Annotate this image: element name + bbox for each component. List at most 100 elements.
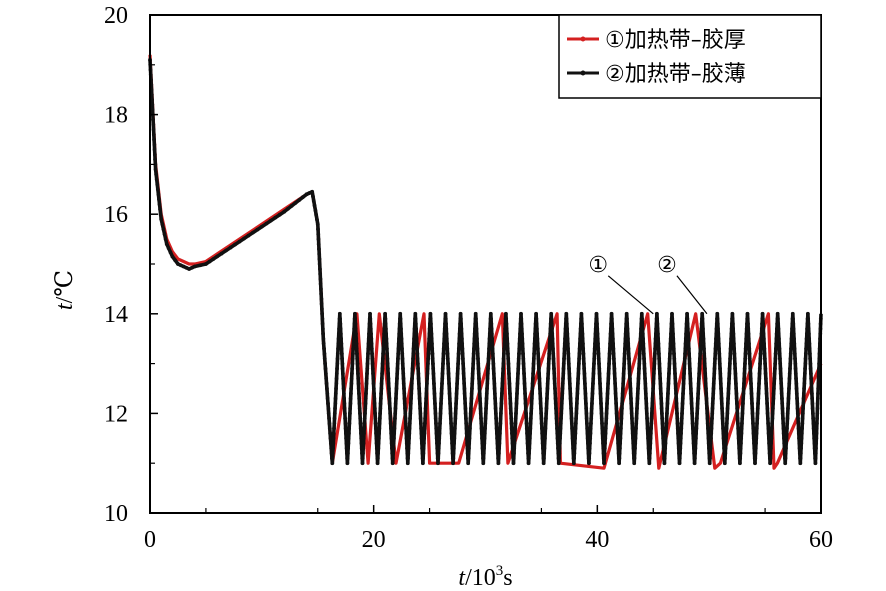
series-2-point: [742, 371, 747, 376]
series-2-point: [664, 431, 668, 436]
series-2-point: [573, 426, 578, 431]
series-2-point: [432, 386, 437, 391]
series-2-point: [463, 406, 468, 411]
series-2-point: [816, 386, 821, 391]
series-2-point: [166, 246, 171, 251]
series-2-point: [588, 441, 592, 446]
series-2-point: [561, 361, 566, 366]
series-2-point: [688, 376, 693, 381]
series-2-point: [536, 361, 541, 366]
series-2-point: [609, 316, 614, 321]
series-2-point: [574, 411, 579, 416]
series-2-point: [613, 396, 618, 401]
series-2-point: [325, 386, 329, 391]
series-2-point: [531, 371, 535, 376]
series-2-point: [671, 331, 675, 336]
series-2-point: [596, 356, 601, 361]
series-2-point: [607, 361, 611, 366]
series-2-point: [626, 351, 631, 356]
series-2-point: [655, 326, 660, 331]
series-2-point: [516, 356, 521, 361]
y-tick-label: 10: [104, 501, 128, 527]
series-2-point: [792, 336, 796, 341]
series-2-point: [754, 426, 759, 431]
series-2-point: [560, 396, 564, 401]
series-2-point: [452, 441, 456, 446]
series-2-point: [499, 406, 504, 411]
series-2-point: [680, 396, 685, 401]
series-2-point: [526, 456, 531, 461]
series-2-point: [710, 406, 715, 411]
series-2-point: [644, 401, 649, 406]
series-2-point: [554, 411, 559, 416]
series-2-point: [332, 411, 337, 416]
series-2-point: [264, 221, 269, 226]
series-2-point: [603, 436, 608, 441]
series-2-point: [322, 356, 327, 361]
series-2-point: [479, 421, 484, 426]
series-2-point: [416, 366, 420, 371]
series-2-point: [611, 346, 616, 351]
series-2-point: [565, 326, 569, 331]
series-2-point: [656, 351, 661, 356]
series-2-point: [392, 431, 397, 436]
series-2-point: [696, 386, 701, 391]
series-2-point: [327, 426, 332, 431]
series-2-point: [407, 426, 412, 431]
series-2-point: [740, 416, 745, 421]
series-2-point: [734, 396, 739, 401]
series-2-point: [365, 361, 370, 366]
series-2-point: [778, 361, 783, 366]
series-2-point: [654, 311, 659, 316]
series-2-point: [617, 451, 622, 456]
series-2-point: [319, 306, 324, 311]
series-2-point: [478, 401, 483, 406]
series-2-point: [615, 421, 620, 426]
series-2-point: [433, 401, 437, 406]
series-2-point: [781, 421, 786, 426]
series-2-point: [323, 361, 328, 366]
series-2-point: [425, 366, 430, 371]
series-2-point: [732, 346, 737, 351]
series-2-point: [620, 406, 624, 411]
series-2-point: [588, 426, 593, 431]
series-2-point: [645, 426, 650, 431]
series-2-point: [662, 461, 667, 466]
series-2-point: [560, 391, 565, 396]
series-2-point: [664, 426, 669, 431]
series-2-point: [460, 356, 465, 361]
series-2-point: [750, 401, 754, 406]
series-2-point: [530, 376, 535, 381]
series-2-point: [399, 341, 404, 346]
series-2-point: [773, 356, 778, 361]
series-2-point: [727, 366, 732, 371]
series-2-point: [317, 257, 322, 261]
series-2-point: [558, 426, 563, 431]
series-2-point: [158, 207, 162, 212]
series-2-point: [422, 421, 427, 426]
series-2-point: [476, 366, 481, 371]
series-2-point: [693, 441, 698, 446]
series-2-point: [679, 416, 684, 421]
series-2-point: [611, 356, 616, 361]
series-2-point: [672, 356, 677, 361]
series-2-point: [547, 351, 552, 356]
annotation-leader: [607, 275, 654, 315]
series-2-point: [781, 416, 785, 421]
series-2-point: [604, 411, 609, 416]
series-2-point: [378, 401, 383, 406]
series-2-point: [565, 341, 570, 346]
series-2-point: [651, 381, 656, 386]
series-2-point: [478, 396, 482, 401]
series-2-point: [505, 341, 510, 346]
series-2-point: [369, 331, 373, 336]
series-2-point: [719, 391, 724, 396]
series-2-point: [706, 426, 710, 431]
series-2-point: [340, 371, 345, 376]
series-2-point: [772, 376, 777, 381]
series-2-point: [708, 456, 712, 461]
series-2-point: [756, 396, 761, 401]
series-2-point: [321, 341, 326, 346]
series-2-point: [372, 401, 377, 406]
series-2-point: [681, 381, 686, 386]
